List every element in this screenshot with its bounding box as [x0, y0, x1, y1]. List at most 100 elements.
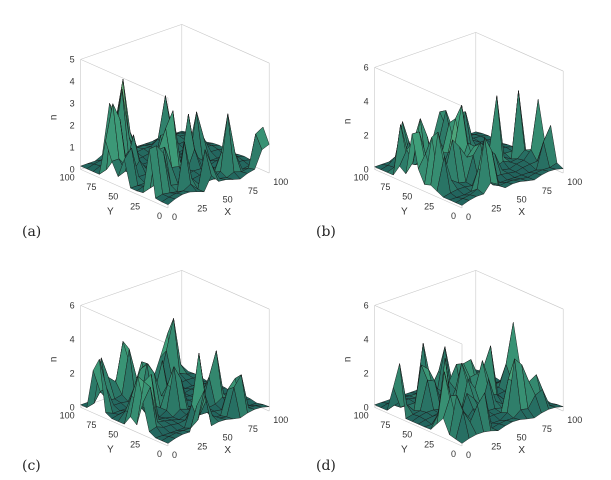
z-tick-label: 6 [364, 300, 369, 310]
surface-patch [255, 126, 270, 151]
y-tick-label: 25 [130, 201, 140, 211]
x-tick-label: 100 [567, 177, 582, 187]
surface [373, 322, 564, 444]
z-tick-label: 2 [70, 120, 75, 130]
x-tick-label: 50 [517, 195, 527, 205]
z-tick-label: 0 [70, 164, 75, 174]
x-tick-label: 75 [248, 186, 258, 196]
x-tick-label: 0 [466, 450, 471, 460]
x-tick-label: 50 [517, 433, 527, 443]
y-tick-label: 0 [157, 211, 162, 221]
x-tick-label: 25 [197, 441, 207, 451]
panel-label: (a) [22, 224, 41, 240]
z-tick-label: 2 [70, 368, 75, 378]
box-edge [374, 407, 463, 447]
x-tick-label: 75 [542, 424, 552, 434]
box-edge [80, 305, 169, 345]
y-tick-label: 50 [402, 192, 412, 202]
box-edge [80, 407, 169, 447]
y-tick-label: 100 [354, 172, 369, 182]
x-tick-label: 25 [197, 203, 207, 213]
z-tick-label: 4 [70, 76, 75, 86]
panel-d: 0 2 4 6 n 0 25 50 75 100 X 0 25 50 75 100 Y (d) [316, 270, 582, 474]
x-axis-label: X [518, 445, 525, 456]
panel-label: (d) [316, 458, 336, 474]
y-axis-label: Y [401, 445, 408, 456]
y-tick-label: 100 [60, 410, 75, 420]
y-tick-label: 50 [108, 430, 118, 440]
z-tick-label: 4 [364, 334, 369, 344]
surface-patch [549, 162, 564, 170]
y-tick-label: 100 [60, 172, 75, 182]
surface [79, 317, 270, 444]
panel-label: (c) [22, 458, 41, 474]
panel-label: (b) [316, 224, 336, 240]
z-axis-label: n [343, 119, 354, 125]
x-tick-label: 25 [491, 203, 501, 213]
x-tick-label: 75 [542, 186, 552, 196]
x-axis-label: X [224, 445, 231, 456]
x-tick-label: 25 [491, 441, 501, 451]
box-edge [80, 169, 169, 209]
x-axis-label: X [224, 207, 231, 218]
y-tick-label: 0 [451, 211, 456, 221]
y-tick-label: 50 [108, 192, 118, 202]
box-edge [80, 24, 182, 60]
box-edge [181, 270, 270, 310]
z-axis-label: n [343, 357, 354, 363]
surface [373, 90, 564, 206]
y-tick-label: 75 [86, 420, 96, 430]
y-tick-label: 0 [451, 449, 456, 459]
z-axis-label: n [49, 357, 60, 363]
z-tick-label: 0 [364, 402, 369, 412]
z-tick-label: 1 [70, 142, 75, 152]
y-tick-label: 75 [86, 182, 96, 192]
z-tick-label: 0 [364, 164, 369, 174]
z-tick-label: 2 [364, 368, 369, 378]
z-tick-label: 5 [70, 54, 75, 64]
box-edge [374, 270, 476, 306]
x-tick-label: 100 [273, 415, 288, 425]
box-edge [475, 32, 564, 72]
surface-patch [549, 404, 564, 408]
y-axis-label: Y [107, 445, 114, 456]
y-tick-label: 25 [424, 439, 434, 449]
x-tick-label: 0 [172, 212, 177, 222]
z-tick-label: 3 [70, 98, 75, 108]
box-edge [374, 67, 463, 107]
x-tick-label: 50 [223, 195, 233, 205]
x-axis-label: X [518, 207, 525, 218]
box-edge [80, 59, 169, 99]
y-tick-label: 25 [130, 439, 140, 449]
box-edge [374, 32, 476, 68]
z-tick-label: 6 [364, 62, 369, 72]
panel-b: 0 2 4 6 n 0 25 50 75 100 X 0 25 50 75 100 Y (b) [316, 32, 582, 240]
box-edge [475, 270, 564, 310]
x-tick-label: 0 [466, 212, 471, 222]
x-tick-label: 100 [567, 415, 582, 425]
y-axis-label: Y [107, 207, 114, 218]
box-edge [374, 305, 463, 345]
y-tick-label: 50 [402, 430, 412, 440]
box-edge [181, 24, 270, 64]
x-tick-label: 75 [248, 424, 258, 434]
surface-patch [255, 404, 270, 408]
z-axis-label: n [49, 115, 60, 121]
x-tick-label: 0 [172, 450, 177, 460]
z-tick-label: 0 [70, 402, 75, 412]
panel-a: 0 1 2 3 4 5 n 0 25 50 75 100 X 0 25 50 75 100 Y (a) [22, 24, 288, 240]
box-edge [374, 169, 463, 209]
y-tick-label: 25 [424, 201, 434, 211]
y-axis-label: Y [401, 207, 408, 218]
x-tick-label: 50 [223, 433, 233, 443]
panel-c: 0 2 4 6 n 0 25 50 75 100 X 0 25 50 75 100 Y (c) [22, 270, 288, 474]
y-tick-label: 100 [354, 410, 369, 420]
z-tick-label: 4 [364, 96, 369, 106]
surface [79, 79, 270, 205]
box-edge [80, 270, 182, 306]
y-tick-label: 75 [380, 420, 390, 430]
z-tick-label: 2 [364, 130, 369, 140]
z-tick-label: 6 [70, 300, 75, 310]
z-tick-label: 4 [70, 334, 75, 344]
